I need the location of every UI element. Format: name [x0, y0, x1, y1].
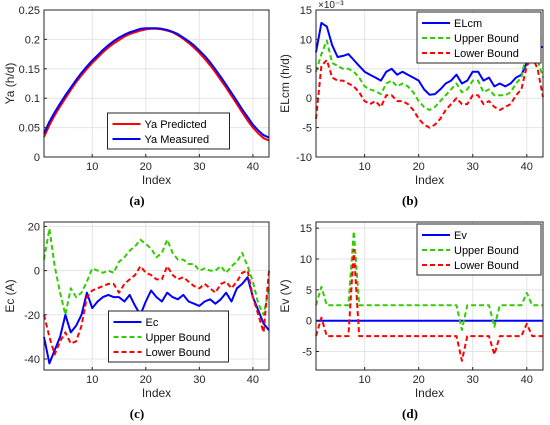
plot-frame	[315, 221, 544, 371]
legend-box	[416, 11, 542, 64]
x-tick-label: 30	[193, 161, 205, 173]
x-axis-label: Index	[415, 173, 444, 187]
y-axis-label: Ya (h/d)	[3, 63, 17, 105]
y-tick-label: -5	[302, 123, 312, 135]
legend: Ya Predicted Ya Measured	[107, 112, 230, 150]
y-tick-label: 0	[306, 316, 312, 328]
x-axis-label: Index	[142, 386, 171, 400]
series-line-2	[315, 37, 544, 111]
legend-box	[416, 223, 542, 276]
legend-label: Upper Bound	[146, 332, 211, 344]
y-tick-label: 10	[300, 254, 312, 266]
y-tick-label: 0.15	[19, 64, 40, 76]
plot-frame	[315, 9, 544, 158]
x-axis-label: Index	[415, 386, 444, 400]
x-tick-label: 30	[467, 374, 479, 386]
y-tick-label: 5	[306, 64, 312, 76]
legend-box	[108, 310, 229, 363]
legend-label: Lower Bound	[454, 260, 519, 272]
x-tick-label: 10	[359, 161, 371, 173]
legend-box	[107, 112, 230, 150]
legend-label: Upper Bound	[454, 33, 519, 45]
y-tick-label: 15	[300, 5, 312, 17]
legend: Ev Upper Bound Lower Bound	[416, 223, 542, 276]
x-tick-label: 20	[140, 161, 152, 173]
x-tick-label: 20	[140, 374, 152, 386]
x-tick-label: 40	[247, 161, 259, 173]
plot-frame	[43, 9, 270, 158]
caption-d: (d)	[402, 406, 418, 421]
y-axis-label: ELcm (h/d)	[278, 54, 292, 113]
legend-label: Upper Bound	[454, 245, 519, 257]
chart-panel-2: 10 20 30 40 -10 -5 0 5 10 15 Index ELcm (h/d) ×10⁻³ E…	[278, 0, 544, 187]
y-tick-label: -20	[24, 310, 40, 322]
x-tick-label: 20	[413, 161, 425, 173]
x-tick-label: 30	[193, 374, 205, 386]
legend: Ec Upper Bound Lower Bound	[108, 310, 229, 363]
axis-multiplier: ×10⁻³	[318, 0, 344, 11]
y-tick-label: 0.2	[25, 34, 40, 46]
legend-label: ELcm	[454, 18, 482, 30]
y-tick-label: 5	[306, 285, 312, 297]
series-line-3	[315, 248, 543, 362]
y-tick-label: 0	[306, 93, 312, 105]
series-line-1	[315, 21, 543, 96]
x-tick-label: 40	[247, 374, 259, 386]
series-line-2	[315, 230, 543, 331]
x-tick-label: 40	[521, 374, 533, 386]
y-tick-label: 0.05	[19, 123, 40, 135]
series-line-3	[315, 56, 544, 129]
x-tick-label: 10	[86, 161, 98, 173]
caption-b: (b)	[402, 193, 418, 208]
y-tick-label: -5	[302, 347, 312, 359]
x-axis-label: Index	[142, 173, 171, 187]
y-tick-label: 10	[300, 34, 312, 46]
plot-frame	[43, 221, 270, 371]
chart-panel-1: 10 20 30 40 0 0.05 0.1 0.15 0.2 0.25 Index Ya (h/d)…	[3, 5, 270, 187]
legend: ELcm Upper Bound Lower Bound	[416, 11, 542, 64]
y-tick-label: 0.25	[19, 5, 40, 17]
y-tick-label: 0	[34, 152, 40, 164]
x-tick-label: 10	[359, 374, 371, 386]
series-line-3	[43, 265, 270, 356]
legend-label: Lower Bound	[146, 347, 211, 359]
x-tick-label: 30	[467, 161, 479, 173]
caption-a: (a)	[129, 193, 145, 208]
caption-c: (c)	[129, 406, 145, 421]
chart-panel-4: 10 20 30 40 -5 0 5 10 15 Index Ev (V) Ev Upper Bound…	[278, 221, 544, 400]
series-line-2	[43, 27, 270, 139]
legend-label: Ya Predicted	[145, 119, 207, 131]
x-tick-label: 10	[86, 374, 98, 386]
y-tick-label: -40	[24, 354, 40, 366]
x-tick-label: 40	[521, 161, 533, 173]
series-line-1	[43, 276, 270, 365]
legend-label: Ec	[146, 317, 159, 329]
y-tick-label: 20	[28, 221, 40, 233]
x-tick-label: 20	[413, 374, 425, 386]
y-tick-label: 0.1	[25, 93, 40, 105]
legend-label: Lower Bound	[454, 48, 519, 60]
legend-label: Ev	[454, 230, 467, 242]
series-line-2	[43, 227, 270, 316]
y-axis-label: Ec (A)	[3, 279, 17, 312]
y-tick-label: 15	[300, 223, 312, 235]
y-axis-label: Ev (V)	[278, 279, 292, 312]
y-tick-label: 0	[34, 266, 40, 278]
y-tick-label: -10	[296, 152, 312, 164]
legend-label: Ya Measured	[145, 134, 210, 146]
